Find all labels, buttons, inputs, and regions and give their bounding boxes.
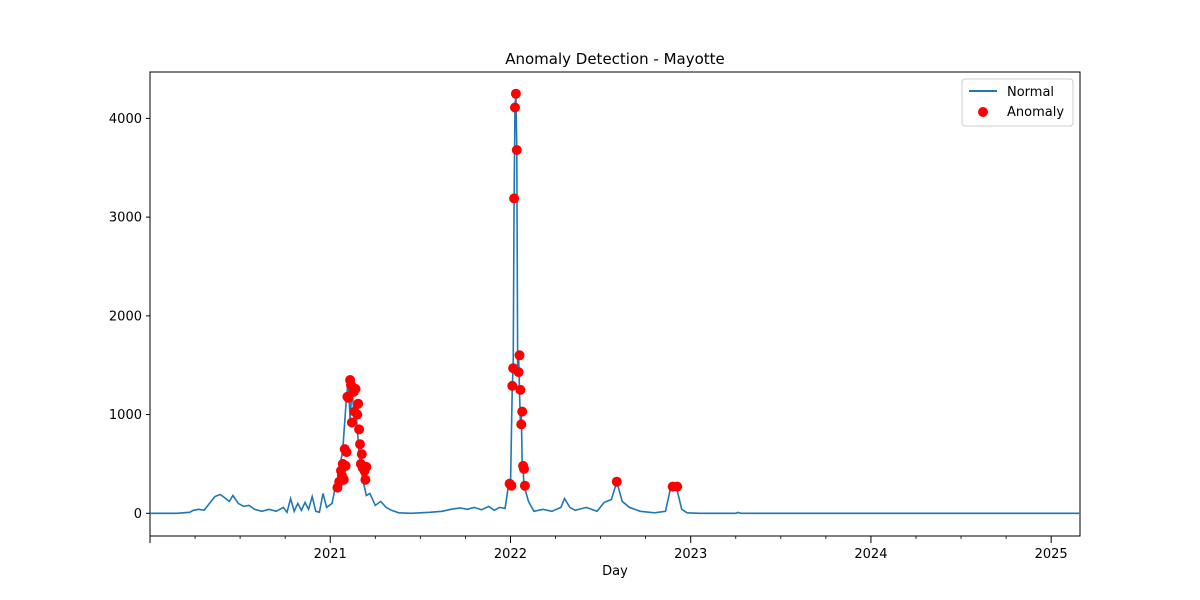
anomaly-point [353, 398, 364, 409]
x-tick-label: 2022 [494, 547, 527, 562]
x-tick-label: 2025 [1035, 547, 1068, 562]
y-axis: 0 1000 2000 3000 4000 [109, 112, 150, 522]
y-tick-label: 4000 [109, 112, 142, 127]
x-axis: 2021 2022 2023 2024 2025 [149, 536, 1068, 562]
anomaly-point [510, 88, 521, 99]
y-tick-label: 2000 [109, 309, 142, 324]
plot-frame [149, 71, 1081, 537]
chart-title: Anomaly Detection - Mayotte [505, 50, 725, 68]
legend: Normal Anomaly [961, 78, 1074, 127]
legend-anomaly-marker-icon [978, 107, 988, 117]
plot-area [149, 71, 1081, 537]
anomaly-point [346, 417, 357, 428]
y-tick-label: 0 [134, 507, 142, 522]
anomaly-point [511, 145, 522, 155]
legend-normal-label: Normal [1007, 85, 1054, 100]
anomaly-point [341, 447, 352, 458]
anomaly-point [506, 480, 517, 491]
x-tick-label: 2023 [674, 547, 707, 562]
normal-series-line [150, 93, 1080, 515]
anomaly-point [672, 481, 683, 492]
anomaly-point [360, 474, 371, 485]
anomaly-point [355, 439, 365, 450]
anomaly-point [517, 406, 528, 417]
y-tick-label: 3000 [109, 211, 142, 226]
anomaly-point [509, 193, 520, 204]
y-tick-label: 1000 [109, 408, 142, 423]
anomaly-point [513, 367, 524, 378]
x-tick-label: 2021 [314, 547, 347, 562]
anomaly-point [611, 476, 622, 487]
x-axis-label: Day [602, 564, 628, 579]
legend-anomaly-label: Anomaly [1007, 105, 1064, 120]
anomaly-point [352, 409, 363, 420]
anomaly-point [350, 383, 361, 394]
anomaly-point [515, 384, 526, 395]
anomaly-point [338, 474, 349, 485]
anomaly-point [514, 350, 525, 361]
anomaly-point [507, 380, 518, 391]
anomaly-point [516, 419, 527, 430]
anomaly-point [361, 461, 372, 472]
anomaly-point [356, 449, 367, 460]
normal-series [150, 93, 1080, 515]
anomaly-point [519, 480, 530, 491]
anomaly-point [354, 424, 365, 435]
x-tick-label: 2024 [854, 547, 887, 562]
anomaly-point [510, 102, 520, 113]
anomaly-point [340, 460, 351, 471]
anomaly-series [332, 88, 683, 493]
anomaly-point [519, 463, 529, 474]
